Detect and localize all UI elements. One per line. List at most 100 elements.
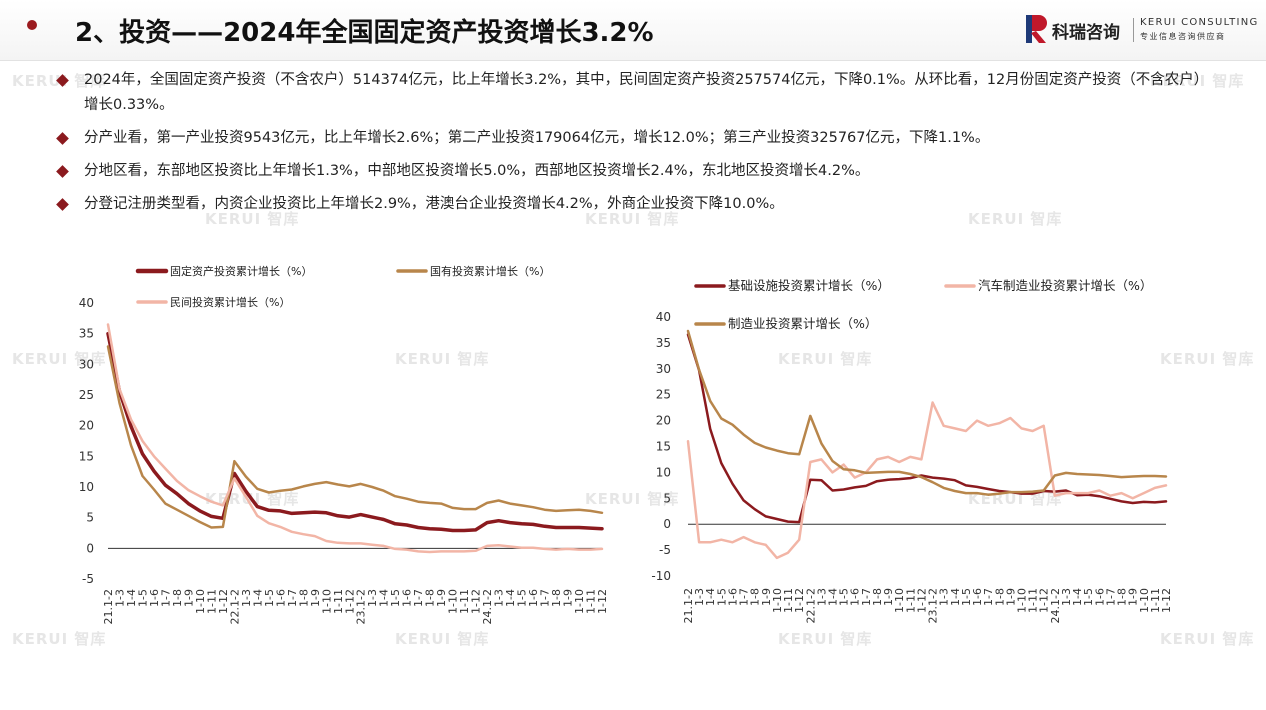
x-tick-label: 1-4 bbox=[704, 588, 717, 606]
x-tick-label: 1-9 bbox=[882, 588, 895, 606]
diamond-bullet-icon bbox=[56, 132, 69, 145]
x-tick-label: 1-8 bbox=[871, 588, 884, 606]
watermark: KERUI 智库 bbox=[1160, 630, 1255, 648]
x-tick-label: 1-4 bbox=[1071, 588, 1084, 606]
y-tick-label: 25 bbox=[79, 388, 94, 402]
watermark: KERUI 智库 bbox=[395, 350, 490, 368]
y-tick-label: 0 bbox=[86, 541, 94, 555]
x-tick-label: 1-12 bbox=[217, 589, 230, 614]
y-tick-label: 5 bbox=[663, 491, 671, 505]
x-tick-label: 21.1-2 bbox=[102, 589, 115, 624]
x-tick-label: 1-7 bbox=[860, 588, 873, 606]
x-tick-label: 22.1-2 bbox=[804, 588, 817, 623]
x-tick-label: 1-11 bbox=[1149, 588, 1162, 613]
x-tick-label: 1-12 bbox=[793, 588, 806, 613]
x-tick-label: 1-5 bbox=[838, 588, 851, 606]
x-tick-label: 1-3 bbox=[493, 589, 506, 607]
x-tick-label: 21.1-2 bbox=[682, 588, 695, 623]
legend-label: 汽车制造业投资累计增长（%） bbox=[978, 278, 1152, 293]
x-tick-label: 1-3 bbox=[113, 589, 126, 607]
y-tick-label: 5 bbox=[86, 511, 94, 525]
y-tick-label: 35 bbox=[79, 327, 94, 341]
y-tick-label: -5 bbox=[82, 572, 94, 586]
bullet-text: 分地区看，东部地区投资比上年增长1.3%，中部地区投资增长5.0%，西部地区投资… bbox=[84, 163, 870, 179]
x-tick-label: 1-7 bbox=[539, 589, 552, 607]
x-tick-label: 1-10 bbox=[1015, 588, 1028, 613]
x-tick-label: 1-6 bbox=[274, 589, 287, 607]
diamond-bullet-icon bbox=[56, 198, 69, 211]
x-tick-label: 1-3 bbox=[938, 588, 951, 606]
logo-chinese-name: 科瑞咨询 bbox=[1052, 23, 1120, 43]
x-tick-label: 23.1-2 bbox=[355, 589, 368, 624]
x-tick-label: 1-9 bbox=[182, 589, 195, 607]
x-tick-label: 1-9 bbox=[1127, 588, 1140, 606]
watermark: KERUI 智库 bbox=[778, 350, 873, 368]
investment-growth-chart: -5051015202530354021.1-21-31-41-51-61-71… bbox=[79, 264, 609, 624]
x-tick-label: 1-10 bbox=[320, 589, 333, 614]
x-tick-label: 1-10 bbox=[771, 588, 784, 613]
x-tick-label: 1-7 bbox=[1104, 588, 1117, 606]
x-tick-label: 1-11 bbox=[782, 588, 795, 613]
company-logo: 科瑞咨询 KERUI CONSULTING 专业信息咨询供应商 bbox=[1026, 15, 1257, 45]
bullet-item: 分产业看，第一产业投资9543亿元，比上年增长2.6%；第二产业投资179064… bbox=[56, 126, 1208, 151]
watermark: KERUI 智库 bbox=[12, 630, 107, 648]
x-tick-label: 1-6 bbox=[726, 588, 739, 606]
x-tick-label: 1-11 bbox=[904, 588, 917, 613]
y-tick-label: 30 bbox=[79, 357, 94, 371]
x-tick-label: 24.1-2 bbox=[1049, 588, 1062, 623]
bullet-item: 2024年，全国固定资产投资（不含农户）514374亿元，比上年增长3.2%，其… bbox=[56, 68, 1208, 118]
x-tick-label: 1-4 bbox=[251, 589, 264, 607]
x-tick-label: 1-12 bbox=[596, 589, 609, 614]
x-tick-label: 1-8 bbox=[171, 589, 184, 607]
x-tick-label: 1-12 bbox=[915, 588, 928, 613]
diamond-bullet-icon bbox=[56, 165, 69, 178]
x-tick-label: 1-5 bbox=[1082, 588, 1095, 606]
series-line-2 bbox=[106, 345, 604, 529]
x-tick-label: 1-9 bbox=[1004, 588, 1017, 606]
legend-label: 国有投资累计增长（%） bbox=[430, 264, 550, 278]
diamond-bullet-icon bbox=[56, 74, 69, 87]
watermark: KERUI 智库 bbox=[395, 630, 490, 648]
x-tick-label: 1-3 bbox=[815, 588, 828, 606]
x-tick-label: 1-6 bbox=[401, 589, 414, 607]
x-tick-label: 1-9 bbox=[562, 589, 575, 607]
x-tick-label: 1-7 bbox=[159, 589, 172, 607]
title-bullet-dot bbox=[27, 20, 37, 30]
y-tick-label: 40 bbox=[656, 310, 671, 324]
x-tick-label: 24.1-2 bbox=[481, 589, 494, 624]
x-tick-label: 1-12 bbox=[1160, 588, 1173, 613]
x-tick-label: 1-11 bbox=[205, 589, 218, 614]
y-tick-label: -5 bbox=[659, 543, 671, 557]
logo-tagline: 专业信息咨询供应商 bbox=[1140, 32, 1226, 41]
x-tick-label: 1-3 bbox=[1060, 588, 1073, 606]
x-tick-label: 1-5 bbox=[389, 589, 402, 607]
bullet-text: 分登记注册类型看，内资企业投资比上年增长2.9%，港澳台企业投资增长4.2%，外… bbox=[84, 196, 784, 212]
series-line-1 bbox=[686, 333, 1168, 524]
x-tick-label: 1-12 bbox=[343, 589, 356, 614]
x-tick-label: 1-5 bbox=[263, 589, 276, 607]
x-tick-label: 1-10 bbox=[573, 589, 586, 614]
x-tick-label: 1-4 bbox=[949, 588, 962, 606]
bullet-item: 分地区看，东部地区投资比上年增长1.3%，中部地区投资增长5.0%，西部地区投资… bbox=[56, 159, 1208, 184]
x-tick-label: 1-10 bbox=[893, 588, 906, 613]
x-tick-label: 1-11 bbox=[1027, 588, 1040, 613]
legend-label: 民间投资累计增长（%） bbox=[170, 295, 290, 309]
y-tick-label: 10 bbox=[656, 465, 671, 479]
x-tick-label: 1-4 bbox=[827, 588, 840, 606]
x-tick-label: 1-4 bbox=[125, 589, 138, 607]
x-tick-label: 1-5 bbox=[715, 588, 728, 606]
x-tick-label: 1-10 bbox=[447, 589, 460, 614]
bullet-text: 分产业看，第一产业投资9543亿元，比上年增长2.6%；第二产业投资179064… bbox=[84, 130, 990, 146]
y-tick-label: 10 bbox=[79, 480, 94, 494]
x-tick-label: 1-11 bbox=[332, 589, 345, 614]
watermark: KERUI 智库 bbox=[205, 210, 300, 228]
x-tick-label: 1-5 bbox=[516, 589, 529, 607]
bullet-text: 2024年，全国固定资产投资（不含农户）514374亿元，比上年增长3.2%，其… bbox=[84, 72, 1201, 113]
x-tick-label: 1-9 bbox=[760, 588, 773, 606]
x-tick-label: 1-3 bbox=[366, 589, 379, 607]
x-tick-label: 1-7 bbox=[738, 588, 751, 606]
x-tick-label: 1-12 bbox=[1038, 588, 1051, 613]
x-tick-label: 1-8 bbox=[993, 588, 1006, 606]
x-tick-label: 1-6 bbox=[971, 588, 984, 606]
x-tick-label: 1-11 bbox=[458, 589, 471, 614]
